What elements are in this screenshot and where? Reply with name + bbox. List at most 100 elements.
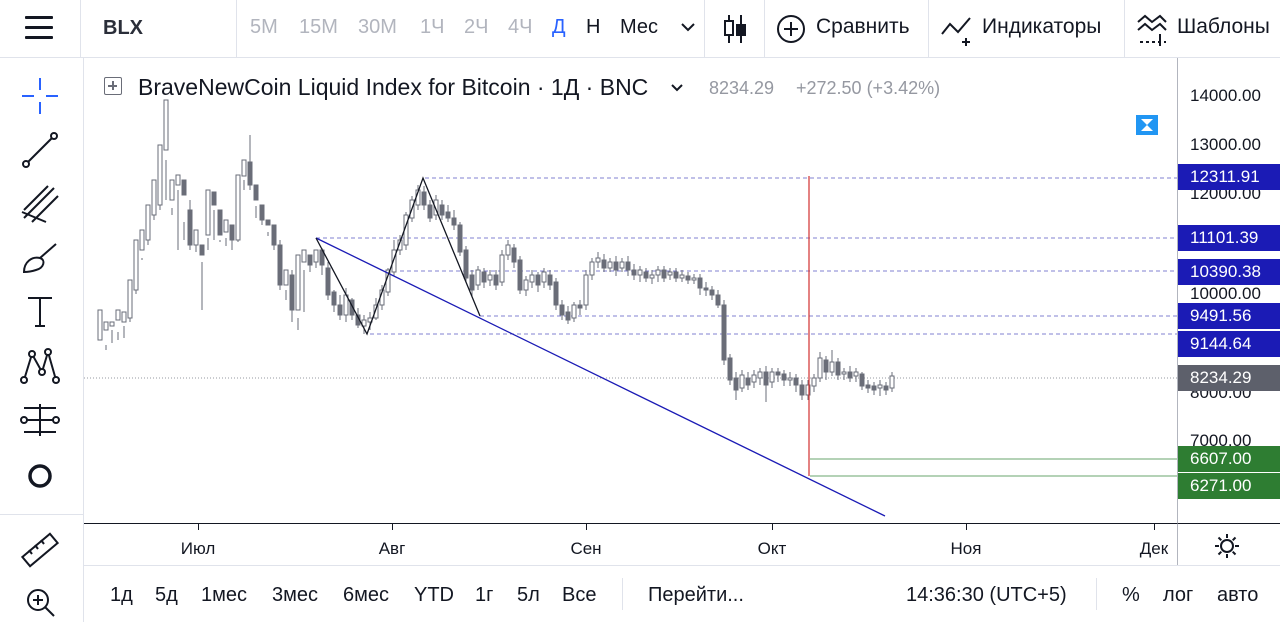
buy-sell-toggle-icon[interactable] <box>1136 115 1158 135</box>
text-tool-icon[interactable] <box>18 290 62 334</box>
candle-body <box>151 179 157 216</box>
candle-body <box>325 267 331 296</box>
indicators-button[interactable]: Индикаторы <box>982 15 1102 38</box>
time-axis[interactable]: Июл Авг Сен Окт Ноя Дек <box>84 523 1177 565</box>
candle-body <box>691 277 697 281</box>
trend-line <box>315 237 886 517</box>
candle-body <box>871 385 877 391</box>
chart-settings-gear-icon[interactable] <box>1214 533 1240 559</box>
time-tick-mark <box>966 524 967 530</box>
candle-body <box>277 244 283 286</box>
symbol-search[interactable]: BLX <box>103 17 143 39</box>
range-3m[interactable]: 3мес <box>272 584 318 606</box>
candle-body <box>673 271 679 279</box>
crosshair-icon[interactable] <box>18 74 62 118</box>
chart-pane[interactable] <box>84 58 1180 523</box>
range-1d[interactable]: 1д <box>110 584 133 606</box>
interval-1h[interactable]: 1Ч <box>420 16 445 38</box>
shape-circle-icon[interactable] <box>18 454 62 498</box>
level-label: 10390.38 <box>1178 259 1280 285</box>
brush-icon[interactable] <box>18 236 62 280</box>
candle-body <box>883 385 889 391</box>
candle-body <box>841 371 847 375</box>
prediction-measure-icon[interactable] <box>18 398 62 442</box>
candle-body <box>559 304 565 316</box>
candles-chart-type-icon[interactable] <box>722 13 748 45</box>
candle-body <box>787 377 793 381</box>
toolbar-divider <box>704 0 705 58</box>
range-1y[interactable]: 1г <box>475 584 494 606</box>
legend-title[interactable]: BraveNewCoin Liquid Index for Bitcoin · … <box>138 74 649 100</box>
interval-15m[interactable]: 15M <box>299 16 338 38</box>
range-6m[interactable]: 6мес <box>343 584 389 606</box>
interval-4h[interactable]: 4Ч <box>508 16 533 38</box>
percent-scale-toggle[interactable]: % <box>1122 584 1140 606</box>
candle-body <box>283 269 289 286</box>
legend-change: +272.50 (+3.42%) <box>796 78 941 98</box>
ruler-icon[interactable] <box>18 528 62 572</box>
interval-month[interactable]: Мес <box>620 16 659 38</box>
candle-body <box>583 274 589 306</box>
candle-body <box>571 304 577 319</box>
menu-icon[interactable] <box>25 16 53 40</box>
candle-body <box>763 371 769 386</box>
range-1m[interactable]: 1мес <box>201 584 247 606</box>
candle-body <box>481 271 487 283</box>
candle-body <box>517 259 523 291</box>
candle-body <box>493 274 499 286</box>
interval-5m[interactable]: 5M <box>250 16 278 38</box>
candle-body <box>133 239 139 291</box>
time-tick: Авг <box>378 539 406 558</box>
candle-body <box>847 371 853 379</box>
interval-30m[interactable]: 30M <box>358 16 397 38</box>
candle-body <box>535 274 541 286</box>
time-tick: Ноя <box>950 539 982 558</box>
pitchfork-icon[interactable] <box>18 182 62 226</box>
range-all[interactable]: Все <box>562 584 597 606</box>
interval-2h[interactable]: 2Ч <box>464 16 489 38</box>
candle-body <box>139 229 145 251</box>
timezone-clock[interactable]: 14:36:30 (UTC+5) <box>906 584 1067 606</box>
indicators-icon[interactable] <box>940 14 976 46</box>
candle-body <box>523 279 529 291</box>
time-tick: Сен <box>570 539 602 558</box>
interval-day[interactable]: Д <box>552 16 566 38</box>
candle-body <box>313 249 319 263</box>
candle-body <box>247 161 253 186</box>
price-tick: 7000.00 <box>1190 431 1252 450</box>
expand-legend-icon[interactable] <box>104 77 122 95</box>
templates-icon[interactable] <box>1136 12 1170 46</box>
auto-scale-toggle[interactable]: авто <box>1217 584 1259 606</box>
candle-body <box>721 304 727 361</box>
time-tick: Дек <box>1139 539 1169 558</box>
log-scale-toggle[interactable]: лог <box>1163 584 1194 606</box>
candle-body <box>643 271 649 279</box>
interval-week[interactable]: Н <box>586 16 601 38</box>
price-axis[interactable]: 14000.00 13000.00 12000.00 10000.00 8000… <box>1177 58 1280 523</box>
templates-button[interactable]: Шаблоны <box>1177 15 1270 38</box>
zoom-in-icon[interactable] <box>18 580 62 622</box>
chevron-down-icon[interactable] <box>680 21 696 33</box>
drawing-toolbar <box>0 58 84 622</box>
candle-body <box>607 261 613 269</box>
candle-body <box>835 361 841 376</box>
candle-body <box>463 249 469 279</box>
compare-plus-icon[interactable] <box>776 14 806 44</box>
level-label: 12311.91 <box>1178 164 1280 190</box>
candle-body <box>541 271 547 283</box>
time-tick: Июл <box>180 539 216 558</box>
candle-body <box>331 291 337 306</box>
range-ytd[interactable]: YTD <box>414 584 454 606</box>
compare-button[interactable]: Сравнить <box>816 15 910 38</box>
goto-date-button[interactable]: Перейти... <box>648 584 744 606</box>
candle-body <box>475 269 481 286</box>
chevron-down-icon[interactable] <box>670 82 684 94</box>
candle-body <box>727 357 733 381</box>
price-chart[interactable] <box>84 58 1180 523</box>
trend-line-icon[interactable] <box>18 128 62 172</box>
range-5d[interactable]: 5д <box>155 584 178 606</box>
candle-body <box>655 269 661 276</box>
pattern-tool-icon[interactable] <box>18 344 62 388</box>
range-5y[interactable]: 5л <box>517 584 540 606</box>
candle-body <box>235 174 241 241</box>
